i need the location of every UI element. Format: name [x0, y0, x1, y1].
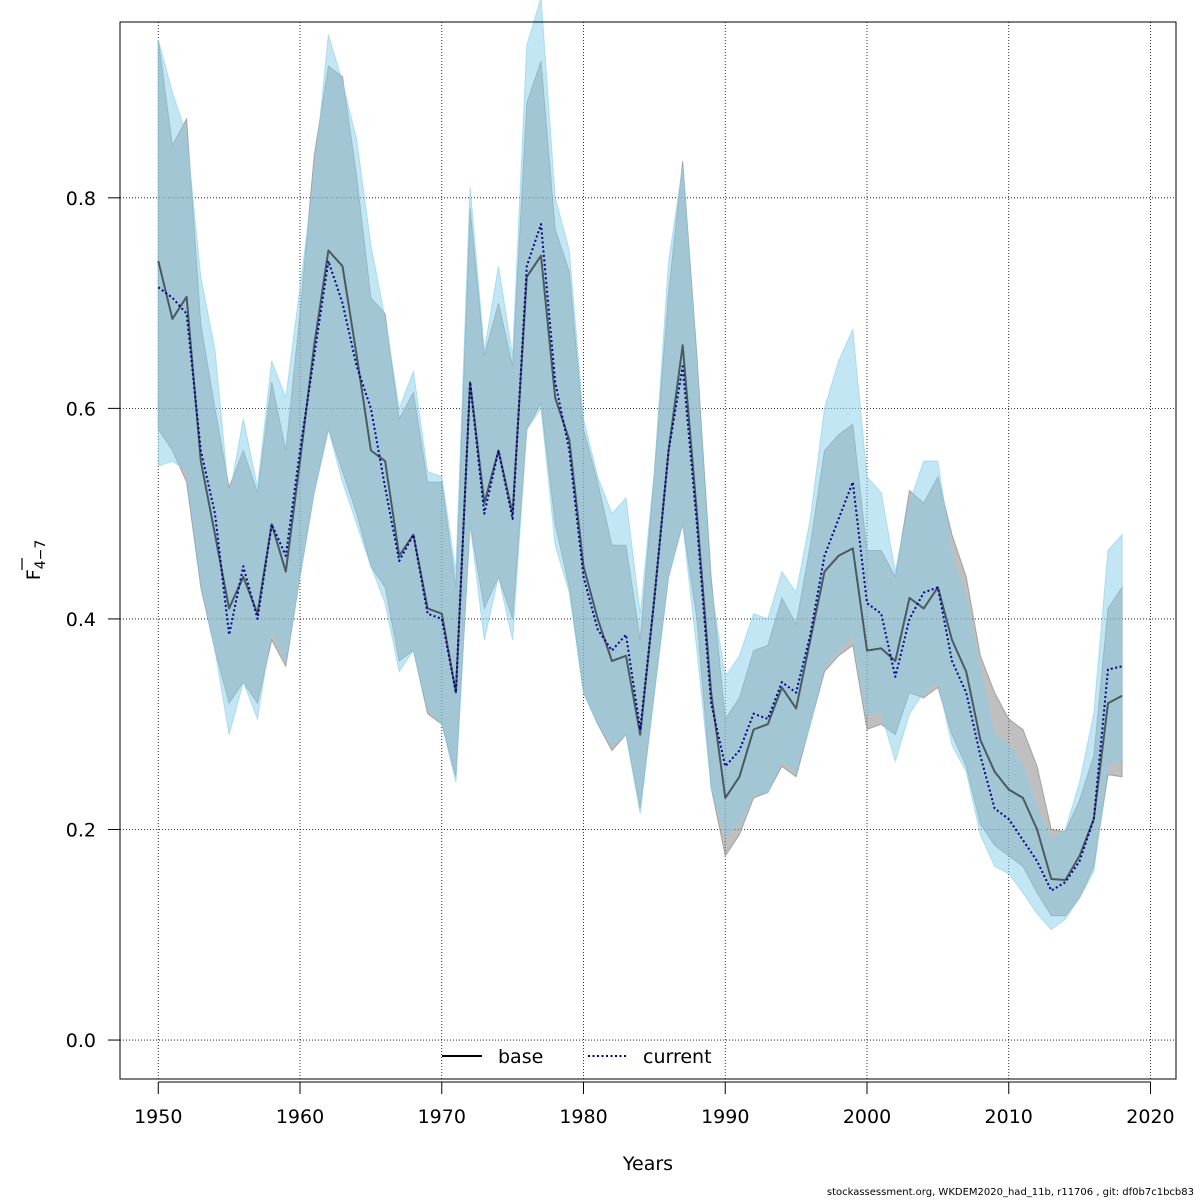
y-tick-label-0.2: 0.2 — [66, 819, 96, 841]
y-tick-label-0: 0.0 — [66, 1030, 96, 1052]
confidence-bands — [157, 0, 1123, 931]
x-axis: 1950 1960 1970 1980 1990 2000 2010 2020 — [134, 1081, 1175, 1128]
y-tick-label-0.6: 0.6 — [66, 398, 96, 420]
x-tick-label-1950: 1950 — [134, 1106, 182, 1128]
legend: base current — [442, 1046, 712, 1068]
legend-current-label: current — [643, 1046, 712, 1068]
x-tick-label-1970: 1970 — [418, 1106, 466, 1128]
y-axis: 0.0 0.2 0.4 0.6 0.8 — [66, 188, 121, 1052]
x-axis-title: Years — [622, 1153, 673, 1175]
y-axis-title-main: F — [23, 569, 45, 580]
band-current — [157, 0, 1123, 931]
x-tick-label-2010: 2010 — [985, 1106, 1033, 1128]
x-tick-label-2000: 2000 — [843, 1106, 891, 1128]
series-lines — [157, 223, 1123, 892]
legend-base-label: base — [498, 1046, 543, 1068]
y-tick-label-0.4: 0.4 — [66, 609, 96, 631]
y-axis-title-sub: 4−7 — [33, 540, 49, 570]
x-tick-label-2020: 2020 — [1126, 1106, 1174, 1128]
footer-credit: stockassessment.org, WKDEM2020_had_11b, … — [826, 1187, 1194, 1198]
y-tick-label-0.8: 0.8 — [66, 188, 96, 210]
x-tick-label-1980: 1980 — [559, 1106, 607, 1128]
svg-text:F4−7: F4−7 — [23, 540, 49, 580]
series-line-base — [157, 249, 1123, 881]
x-tick-label-1960: 1960 — [276, 1106, 324, 1128]
y-axis-title: F4−7 — [21, 540, 49, 580]
series-line-current — [157, 223, 1123, 892]
x-tick-label-1990: 1990 — [701, 1106, 749, 1128]
